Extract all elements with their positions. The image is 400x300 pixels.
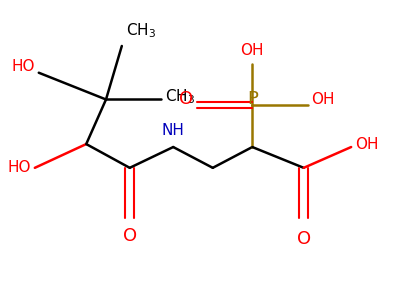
Text: O: O — [297, 230, 311, 248]
Text: OH: OH — [240, 43, 264, 58]
Text: OH: OH — [312, 92, 335, 107]
Text: OH: OH — [355, 136, 379, 152]
Text: O: O — [179, 91, 193, 109]
Text: O: O — [123, 227, 137, 245]
Text: HO: HO — [7, 160, 31, 175]
Text: P: P — [247, 91, 258, 109]
Text: CH$_3$: CH$_3$ — [126, 21, 156, 40]
Text: CH$_3$: CH$_3$ — [165, 87, 196, 106]
Text: HO: HO — [11, 59, 35, 74]
Text: NH: NH — [162, 123, 185, 138]
